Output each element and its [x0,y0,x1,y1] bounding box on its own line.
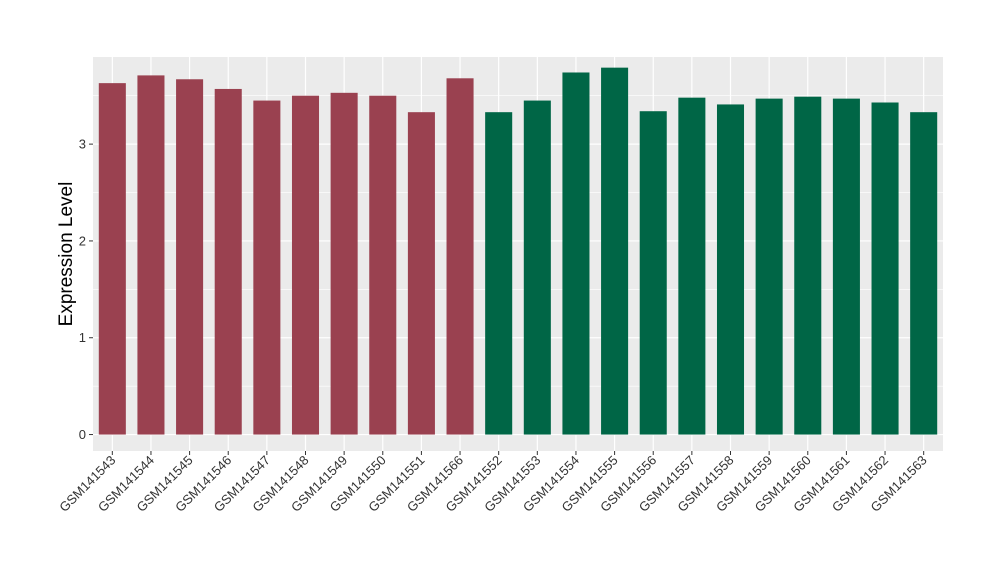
bar-GSM141559 [755,98,783,435]
bar-GSM141557 [678,97,706,435]
bar-GSM141560 [794,96,822,435]
bar-GSM141556 [639,111,667,435]
bar-GSM141554 [562,72,590,435]
bar-GSM141552 [485,112,513,435]
bar-GSM141546 [214,88,242,435]
x-axis: GSM141543GSM141544GSM141545GSM141546GSM1… [56,451,930,515]
bar-GSM141543 [98,83,126,435]
bar-GSM141551 [407,112,435,435]
y-tick-label: 1 [79,330,86,345]
bar-GSM141553 [523,100,551,435]
bar-GSM141561 [832,98,860,435]
y-tick-label: 3 [79,137,86,152]
bar-GSM141544 [137,75,165,435]
bars [98,67,938,435]
bar-GSM141562 [871,102,899,435]
bar-GSM141566 [446,78,474,435]
y-tick-label: 0 [79,427,86,442]
y-axis: 0 1 2 3 [79,137,93,442]
bar-GSM141549 [330,92,358,435]
bar-GSM141550 [369,95,397,435]
bar-GSM141548 [291,95,320,435]
bar-GSM141558 [716,104,745,435]
bar-GSM141563 [910,112,938,435]
y-tick-label: 2 [79,233,86,248]
bar-GSM141547 [253,100,281,435]
bar-GSM141555 [601,67,629,435]
y-axis-label: Expression Level [56,182,77,327]
bar-GSM141545 [176,79,204,435]
